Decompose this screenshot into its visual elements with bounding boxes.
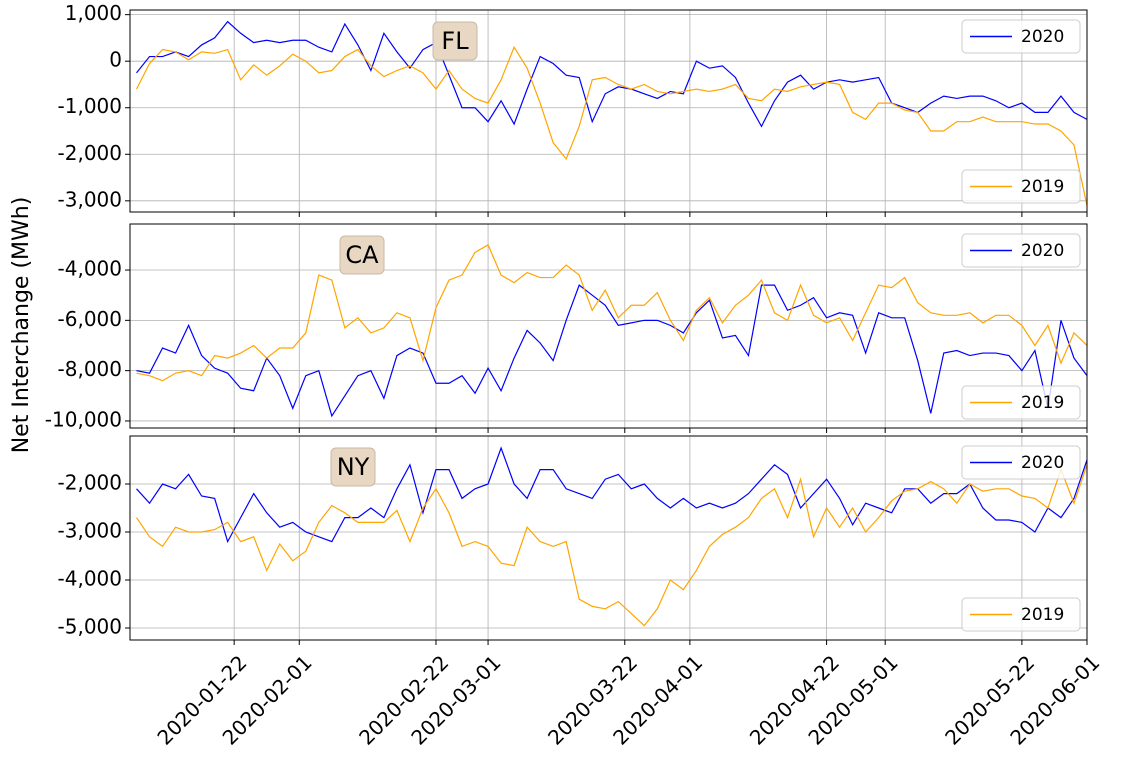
legend-box (961, 233, 1081, 268)
y-tick-label: -8,000 (58, 357, 122, 381)
y-tick-label: -2,000 (58, 471, 122, 495)
series-line (136, 20, 1087, 128)
annotation-box (339, 235, 385, 275)
annotation-box (432, 21, 478, 61)
y-tick-label: -3,000 (58, 519, 122, 543)
y-tick-label: -2,000 (58, 141, 122, 165)
series-line (136, 446, 1087, 544)
legend-box (961, 19, 1081, 54)
plot-frame (129, 435, 1088, 641)
legend-label: 2019 (1021, 177, 1064, 197)
legend: 2020 (961, 445, 1081, 480)
legend: 2019 (961, 169, 1081, 204)
legend-box (961, 445, 1081, 480)
legend-label: 2020 (1021, 241, 1064, 261)
y-tick-label: -5,000 (58, 615, 122, 639)
annotation: CA (345, 241, 379, 269)
y-tick-label: 1,000 (65, 1, 122, 25)
legend: 2019 (961, 597, 1081, 632)
series-line (136, 464, 1087, 627)
series-line (136, 244, 1087, 382)
legend-box (961, 385, 1081, 420)
y-tick-label: 0 (109, 48, 122, 72)
plot-frame (129, 223, 1088, 429)
legend-label: 2020 (1021, 27, 1064, 47)
annotation-box (330, 447, 376, 487)
legend-label: 2019 (1021, 605, 1064, 625)
y-tick-label: -4,000 (58, 257, 122, 281)
legend: 2019 (961, 385, 1081, 420)
y-tick-label: -10,000 (45, 407, 122, 431)
legend-box (961, 597, 1081, 632)
y-tick-label: -3,000 (58, 187, 122, 211)
series-line (135, 45, 1087, 206)
y-tick-label: -4,000 (58, 567, 122, 591)
legend-label: 2019 (1021, 393, 1064, 413)
series-line (136, 284, 1087, 418)
legend-label: 2020 (1021, 453, 1064, 473)
legend: 2020 (961, 233, 1081, 268)
plot-frame (129, 9, 1088, 213)
y-axis-label: Net Interchange (MWh) (9, 197, 34, 454)
y-tick-label: -1,000 (58, 94, 122, 118)
legend: 2020 (961, 19, 1081, 54)
annotation: NY (337, 453, 370, 481)
y-tick-label: -6,000 (58, 307, 122, 331)
legend-box (961, 169, 1081, 204)
annotation: FL (441, 27, 469, 55)
